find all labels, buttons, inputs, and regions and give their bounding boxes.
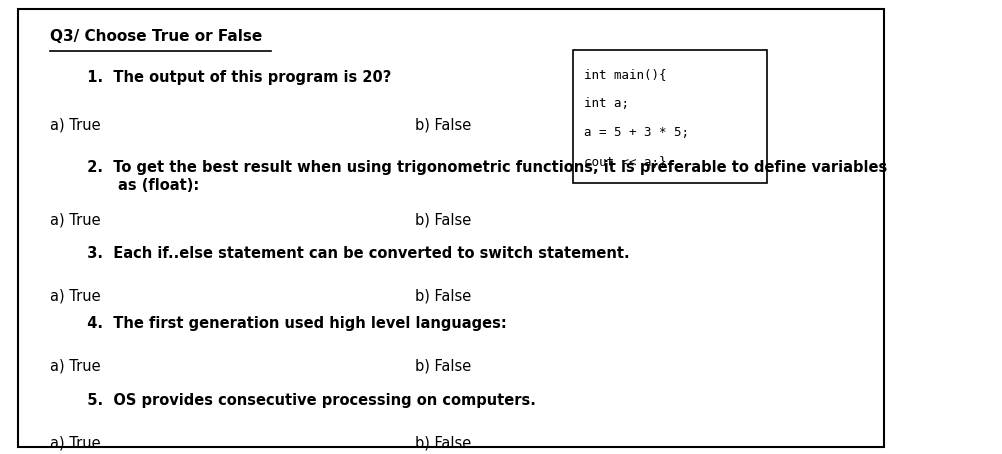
Bar [573,49,767,183]
Text: a = 5 + 3 * 5;: a = 5 + 3 * 5; [584,126,688,139]
Text: Q3/ Choose True or False: Q3/ Choose True or False [50,30,262,44]
Text: a) True: a) True [50,212,100,227]
Text: 1.  The output of this program is 20?: 1. The output of this program is 20? [77,70,391,85]
Text: 3.  Each if..else statement can be converted to switch statement.: 3. Each if..else statement can be conver… [77,246,629,261]
Text: 4.  The first generation used high level languages:: 4. The first generation used high level … [77,316,506,331]
Text: b) False: b) False [415,435,471,450]
Text: b) False: b) False [415,289,471,304]
Text: a) True: a) True [50,289,100,304]
Text: a) True: a) True [50,435,100,450]
Text: cout << a;}: cout << a;} [584,156,666,169]
Text: 2.  To get the best result when using trigonometric functions, it is preferable : 2. To get the best result when using tri… [77,160,887,192]
Text: a) True: a) True [50,117,100,132]
Text: int a;: int a; [584,97,629,110]
Text: b) False: b) False [415,212,471,227]
Text: 5.  OS provides consecutive processing on computers.: 5. OS provides consecutive processing on… [77,393,536,408]
Text: a) True: a) True [50,359,100,374]
Text: b) False: b) False [415,117,471,132]
Text: b) False: b) False [415,359,471,374]
Text: int main(){: int main(){ [584,68,666,81]
